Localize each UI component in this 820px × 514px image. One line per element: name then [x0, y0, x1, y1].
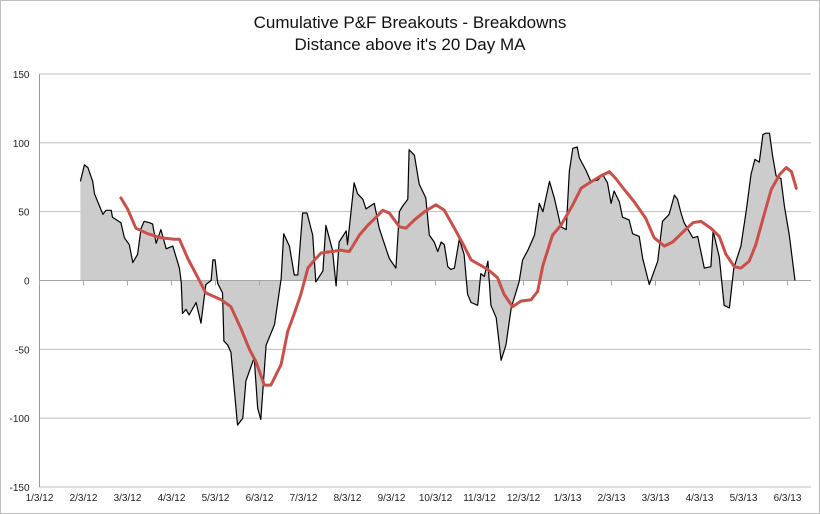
x-tick-label: 4/3/13	[686, 493, 714, 504]
area-fill	[80, 133, 795, 426]
x-tick-label: 10/3/12	[419, 493, 453, 504]
x-tick-label: 7/3/12	[290, 493, 318, 504]
x-tick-label: 3/3/13	[642, 493, 670, 504]
chart-title: Cumulative P&F Breakouts - Breakdowns	[253, 13, 567, 32]
y-tick-label: 0	[24, 277, 30, 288]
y-tick-label: 150	[13, 70, 30, 81]
breakouts-line	[79, 132, 796, 426]
x-tick-label: 5/3/13	[730, 493, 758, 504]
x-tick-label: 2/3/12	[70, 493, 98, 504]
y-tick-label: -100	[9, 414, 29, 425]
moving-average-line	[119, 166, 798, 387]
x-tick-label: 11/3/12	[463, 493, 496, 504]
chart-subtitle: Distance above it's 20 Day MA	[294, 35, 526, 54]
x-tick-label: 6/3/13	[774, 493, 802, 504]
x-tick-label: 12/3/12	[507, 493, 541, 504]
x-tick-label: 1/3/12	[26, 493, 54, 504]
y-tick-label: 100	[13, 139, 30, 150]
y-tick-label: -50	[15, 345, 30, 356]
x-tick-label: 9/3/12	[378, 493, 406, 504]
x-tick-label: 1/3/13	[554, 493, 582, 504]
y-tick-label: 50	[18, 208, 30, 219]
x-tick-label: 3/3/12	[114, 493, 142, 504]
x-tick-label: 2/3/13	[598, 493, 626, 504]
x-tick-label: 5/3/12	[202, 493, 230, 504]
x-tick-label: 4/3/12	[158, 493, 186, 504]
x-tick-label: 6/3/12	[246, 493, 274, 504]
x-tick-label: 8/3/12	[334, 493, 362, 504]
y-tick-label: -150	[9, 483, 29, 494]
